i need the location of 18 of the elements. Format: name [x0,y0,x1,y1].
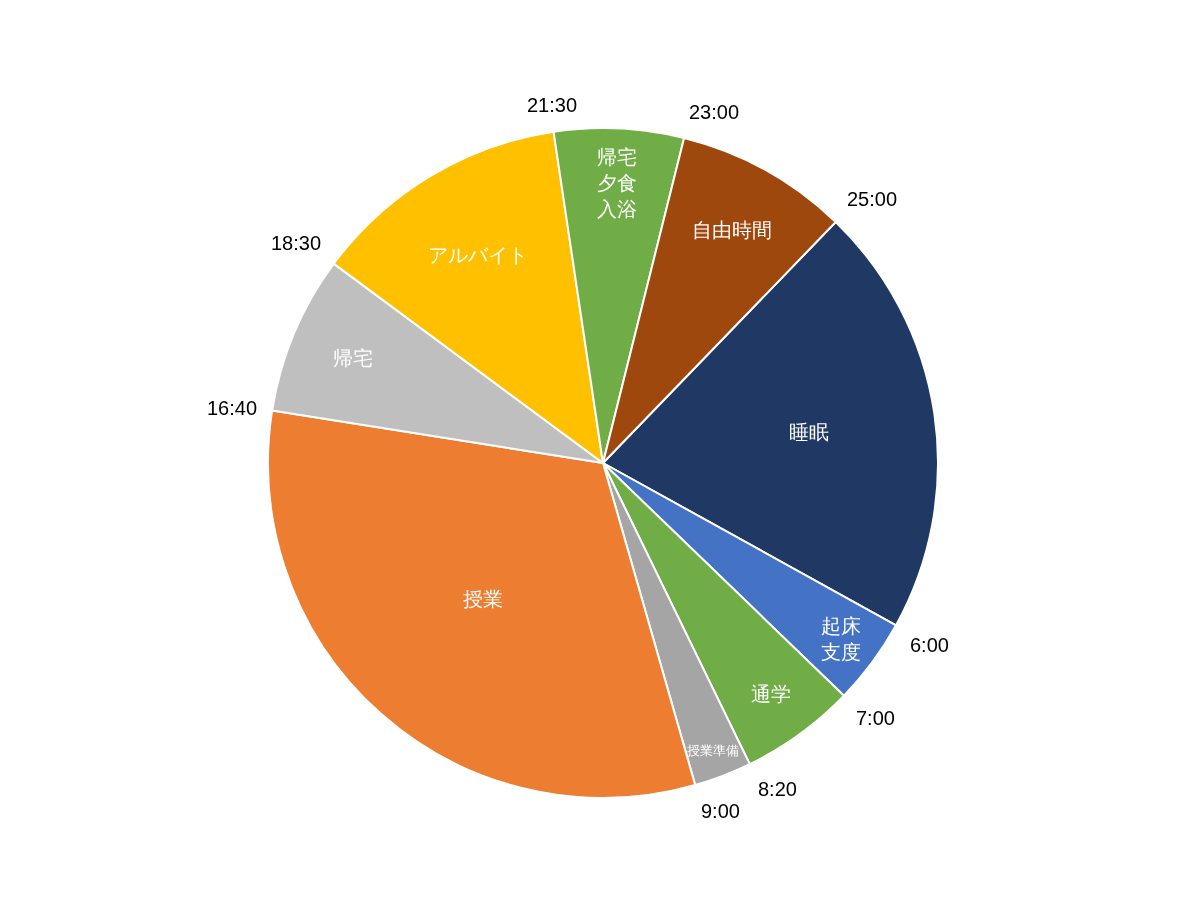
text: 18:30 [271,232,322,254]
slice-label: アルバイト [428,243,529,268]
slice-label: 授業 [462,587,503,612]
text: 25:00 [847,188,898,210]
slice-label: 睡眠 [788,420,829,445]
text: 8:20 [758,778,797,800]
slice-label: 帰宅夕食入浴 [596,145,637,222]
text: 9:00 [701,800,740,822]
text: 16:40 [207,397,258,419]
text: 6:00 [910,634,949,656]
slice-label: 起床支度 [821,614,862,665]
slice-label: 自由時間 [692,218,773,243]
slice-label: 帰宅 [333,346,374,371]
slice-label: 通学 [750,681,791,706]
text: 7:00 [856,707,895,729]
slice-label: 授業準備 [687,743,740,759]
text: 23:00 [689,101,740,123]
text: 21:30 [527,94,578,116]
